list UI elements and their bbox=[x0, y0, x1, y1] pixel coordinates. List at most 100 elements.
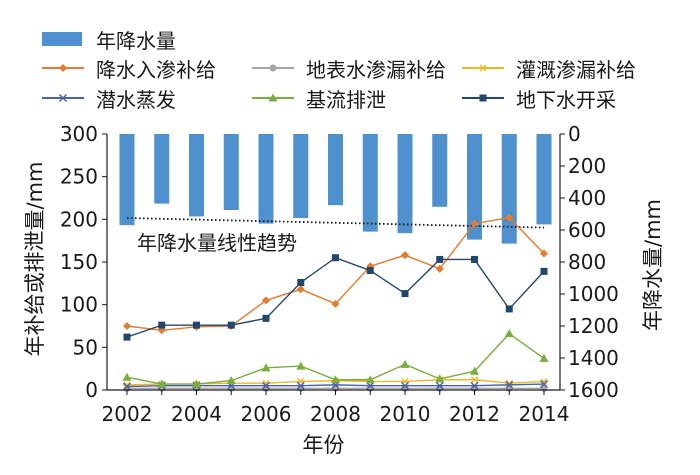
legend-marker bbox=[59, 94, 67, 102]
legend-marker bbox=[479, 94, 487, 102]
series-point bbox=[540, 380, 548, 389]
left-tick-label: 150 bbox=[60, 250, 98, 274]
left-tick-label: 100 bbox=[60, 293, 98, 317]
series-point bbox=[296, 285, 305, 294]
series-point bbox=[540, 267, 548, 275]
series-point bbox=[262, 296, 270, 305]
left-tick-label: 0 bbox=[85, 378, 98, 402]
x-axis-title: 年份 bbox=[303, 433, 345, 457]
series-point bbox=[471, 255, 478, 263]
precipitation-bar bbox=[258, 134, 274, 224]
series-point bbox=[470, 219, 479, 228]
precipitation-bar bbox=[189, 134, 204, 217]
precipitation-bar bbox=[223, 134, 239, 210]
series-point bbox=[435, 264, 444, 273]
left-tick-label: 200 bbox=[60, 207, 98, 231]
series-point bbox=[332, 254, 339, 262]
x-tick-label: 2004 bbox=[171, 402, 222, 426]
right-tick-label: 600 bbox=[568, 218, 606, 242]
right-tick-label: 0 bbox=[568, 122, 581, 146]
series-point bbox=[470, 376, 479, 384]
left-tick-label: 250 bbox=[60, 165, 98, 189]
series-point bbox=[123, 382, 131, 391]
series-point bbox=[400, 359, 410, 368]
series-point bbox=[539, 353, 549, 362]
series-point bbox=[505, 213, 514, 222]
series-point bbox=[123, 333, 131, 341]
right-tick-label: 400 bbox=[568, 186, 606, 210]
legend-marker bbox=[269, 64, 277, 72]
precipitation-bar bbox=[119, 134, 135, 226]
series-point bbox=[505, 305, 513, 313]
left-tick-label: 50 bbox=[73, 335, 98, 359]
x-tick-label: 2010 bbox=[380, 402, 431, 426]
legend-item: 年降水量 bbox=[40, 26, 176, 53]
series-point bbox=[122, 372, 132, 381]
legend-label: 基流排泄 bbox=[306, 87, 386, 112]
precipitation-bar bbox=[397, 134, 413, 234]
series-point bbox=[331, 375, 340, 384]
legend-marker-shape bbox=[479, 94, 487, 102]
precipitation-bar bbox=[536, 134, 552, 225]
precipitation-bar bbox=[467, 134, 482, 240]
series-point bbox=[262, 381, 270, 390]
legend-marker bbox=[268, 93, 278, 102]
series-point bbox=[262, 314, 270, 322]
series-point bbox=[470, 366, 479, 375]
left-tick-label: 300 bbox=[60, 122, 98, 146]
right-tick-label: 1000 bbox=[568, 282, 619, 306]
left-axis-title: 年补给或排泄量/mm bbox=[23, 162, 47, 357]
legend-item: 基流排泄 bbox=[250, 85, 386, 112]
legend-item: 地下水开采 bbox=[460, 85, 616, 112]
right-tick-label: 1200 bbox=[568, 314, 619, 338]
series-point bbox=[540, 249, 548, 258]
series-point bbox=[261, 363, 271, 372]
series-point bbox=[158, 321, 166, 329]
right-tick-label: 1600 bbox=[568, 378, 619, 402]
right-tick-label: 1400 bbox=[568, 346, 619, 370]
legend-swatch bbox=[250, 55, 298, 81]
legend-swatch bbox=[40, 85, 88, 111]
trend-line bbox=[126, 217, 545, 229]
series-point bbox=[365, 375, 375, 384]
series-point bbox=[331, 299, 340, 308]
legend-item: 潜水蒸发 bbox=[40, 85, 176, 112]
legend-swatch bbox=[40, 26, 88, 52]
series-point bbox=[227, 321, 235, 329]
legend-label: 降水入渗补给 bbox=[96, 57, 216, 82]
x-tick-label: 2006 bbox=[241, 402, 292, 426]
series-point bbox=[192, 379, 201, 388]
series-point bbox=[401, 251, 409, 260]
legend-marker bbox=[479, 64, 487, 72]
precipitation-bar bbox=[501, 134, 517, 244]
series-point bbox=[470, 381, 479, 390]
trend-line-label: 年降水量线性趋势 bbox=[137, 231, 297, 255]
series-point bbox=[296, 381, 305, 390]
right-tick-label: 200 bbox=[568, 154, 606, 178]
legend-bar-swatch bbox=[42, 32, 82, 46]
legend-marker-shape bbox=[479, 64, 487, 72]
legend-swatch bbox=[250, 85, 298, 111]
precipitation-bar bbox=[293, 134, 309, 218]
series-point bbox=[436, 255, 444, 263]
series-point bbox=[157, 379, 167, 388]
x-tick-label: 2012 bbox=[449, 402, 500, 426]
series-point bbox=[366, 267, 374, 275]
legend-label: 潜水蒸发 bbox=[96, 87, 176, 112]
series-point bbox=[435, 374, 445, 383]
legend-swatch bbox=[460, 85, 508, 111]
series-point bbox=[123, 322, 131, 330]
series-4 bbox=[122, 329, 549, 388]
legend-item: 降水入渗补给 bbox=[40, 55, 216, 82]
legend-label: 地下水开采 bbox=[516, 87, 616, 112]
legend-item: 灌溉渗漏补给 bbox=[460, 55, 636, 82]
legend-label: 地表水渗漏补给 bbox=[306, 57, 446, 82]
legend-marker-shape bbox=[59, 94, 67, 102]
legend: 年降水量降水入渗补给 地表水渗漏补给 灌溉渗漏补给潜水蒸发 基流排泄 地下水开采 bbox=[0, 0, 700, 115]
legend-marker bbox=[59, 64, 67, 72]
right-axis-title: 年降水量/mm bbox=[641, 199, 665, 331]
series-point bbox=[296, 361, 306, 370]
precipitation-bars bbox=[119, 134, 552, 244]
legend-label: 灌溉渗漏补给 bbox=[516, 57, 636, 82]
